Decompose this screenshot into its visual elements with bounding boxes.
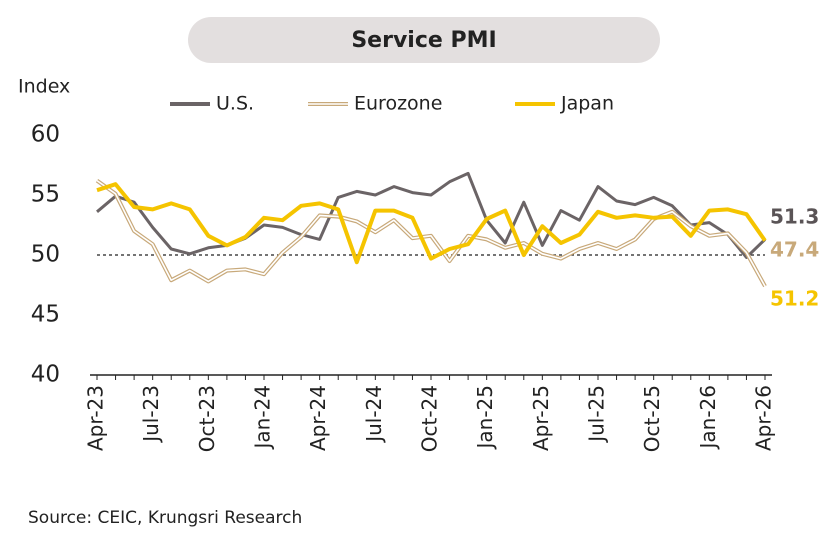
x-tick-label: Oct-24 <box>418 385 442 452</box>
x-tick-label: Jan-25 <box>473 385 497 451</box>
x-tick-label: Apr-23 <box>84 385 108 451</box>
y-axis-label: Index <box>18 76 70 98</box>
y-tick-label: 40 <box>31 362 60 388</box>
x-tick-label: Jul-24 <box>362 385 386 444</box>
series-line <box>96 171 767 259</box>
x-tick-label: Jul-25 <box>585 385 609 444</box>
value-label: 51.2 <box>770 287 819 311</box>
x-tick-label: Jan-24 <box>251 385 275 451</box>
title-pill <box>188 17 660 63</box>
series-line <box>96 182 767 265</box>
y-tick-label: 55 <box>31 182 60 208</box>
chart-title: Service PMI <box>351 28 496 53</box>
x-tick-label: Apr-26 <box>752 385 776 451</box>
legend-label: Eurozone <box>354 93 442 115</box>
x-tick-label: Jul-23 <box>139 385 163 444</box>
value-label: 47.4 <box>770 238 819 262</box>
x-tick-label: Apr-24 <box>306 385 330 451</box>
x-tick-label: Jan-26 <box>696 385 720 451</box>
x-tick-label: Apr-25 <box>529 385 553 451</box>
y-tick-label: 60 <box>31 122 60 148</box>
value-label: 51.3 <box>770 205 819 229</box>
y-tick-label: 45 <box>31 302 60 328</box>
x-tick-label: Oct-23 <box>195 385 219 452</box>
y-tick-label: 50 <box>31 242 60 268</box>
legend-label: U.S. <box>216 93 254 115</box>
legend-label: Japan <box>560 93 614 115</box>
source: Source: CEIC, Krungsri Research <box>28 508 302 528</box>
x-tick-label: Oct-25 <box>640 385 664 452</box>
